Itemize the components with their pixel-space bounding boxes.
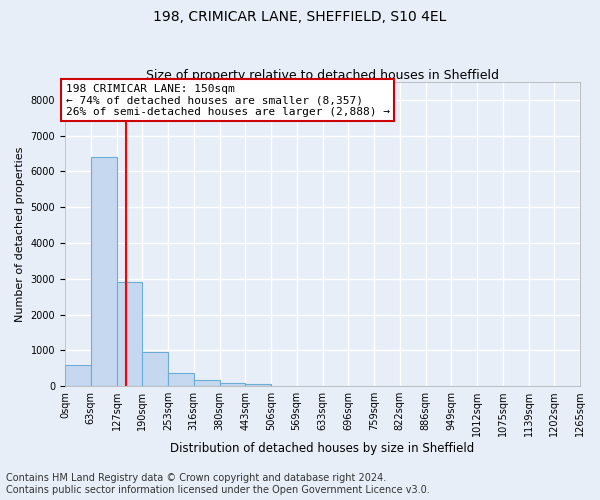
Bar <box>220 383 245 386</box>
Text: 198 CRIMICAR LANE: 150sqm
← 74% of detached houses are smaller (8,357)
26% of se: 198 CRIMICAR LANE: 150sqm ← 74% of detac… <box>66 84 390 117</box>
Text: 198, CRIMICAR LANE, SHEFFIELD, S10 4EL: 198, CRIMICAR LANE, SHEFFIELD, S10 4EL <box>154 10 446 24</box>
Bar <box>91 157 116 386</box>
Bar <box>65 366 91 386</box>
Bar <box>116 282 142 386</box>
Bar <box>168 373 194 386</box>
X-axis label: Distribution of detached houses by size in Sheffield: Distribution of detached houses by size … <box>170 442 475 455</box>
Bar <box>194 380 220 386</box>
Y-axis label: Number of detached properties: Number of detached properties <box>15 146 25 322</box>
Title: Size of property relative to detached houses in Sheffield: Size of property relative to detached ho… <box>146 69 499 82</box>
Text: Contains HM Land Registry data © Crown copyright and database right 2024.
Contai: Contains HM Land Registry data © Crown c… <box>6 474 430 495</box>
Bar <box>142 352 168 386</box>
Bar <box>245 384 271 386</box>
